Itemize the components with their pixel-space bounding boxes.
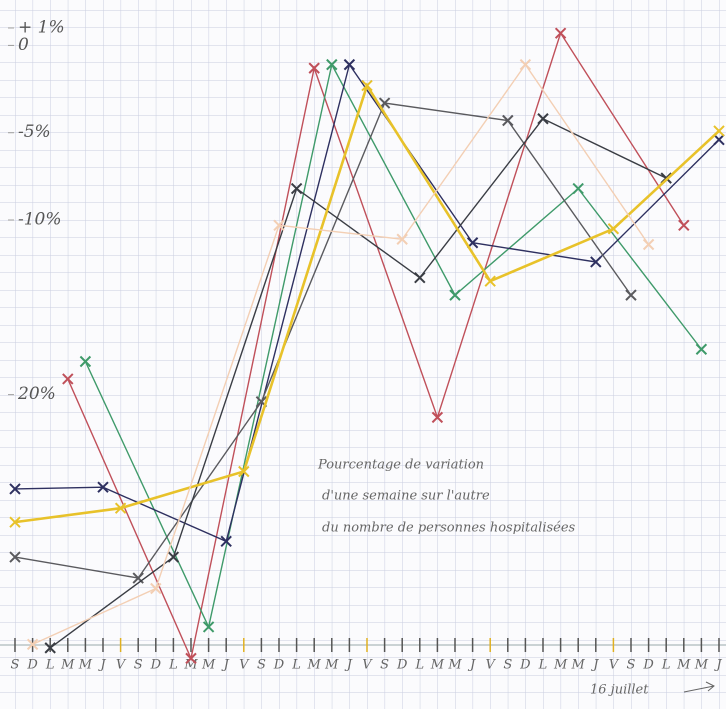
x-tick-label: M bbox=[676, 658, 691, 673]
x-tick-label: J bbox=[97, 658, 106, 673]
annotation: Pourcentage de variation d'une semaine s… bbox=[317, 458, 715, 698]
point-marker bbox=[607, 223, 620, 235]
point-marker bbox=[290, 182, 303, 195]
point-marker bbox=[343, 58, 356, 71]
y-tick-label: + 1% bbox=[18, 17, 65, 37]
x-tick-label: L bbox=[661, 658, 671, 673]
x-tick-label: J bbox=[590, 658, 599, 673]
series-line bbox=[67, 31, 685, 661]
annotation-line: du nombre de personnes hospitalisées bbox=[322, 521, 576, 536]
x-tick-label: M bbox=[60, 658, 75, 673]
point-marker bbox=[625, 289, 637, 301]
point-marker bbox=[326, 58, 338, 71]
x-tick-label: J bbox=[713, 658, 722, 673]
point-marker bbox=[519, 58, 532, 71]
x-tick-label: J bbox=[467, 658, 476, 673]
x-tick-label: V bbox=[116, 658, 127, 673]
point-marker bbox=[62, 373, 74, 385]
x-tick-label: M bbox=[430, 658, 445, 673]
point-marker bbox=[431, 411, 444, 424]
point-marker bbox=[9, 483, 21, 495]
point-marker bbox=[414, 271, 426, 284]
x-tick-label: D bbox=[396, 658, 408, 673]
point-marker bbox=[150, 582, 162, 595]
x-tick-label: D bbox=[273, 658, 285, 673]
x-tick-label: M bbox=[201, 658, 216, 673]
annotation-line: d'une semaine sur l'autre bbox=[322, 489, 490, 504]
x-tick-label: J bbox=[344, 658, 353, 673]
series-line bbox=[32, 63, 650, 646]
x-tick-label: V bbox=[362, 658, 373, 673]
x-tick-label: D bbox=[150, 658, 162, 673]
x-tick-label: V bbox=[486, 658, 497, 673]
point-marker bbox=[572, 182, 584, 195]
point-marker bbox=[554, 27, 567, 39]
point-marker bbox=[537, 113, 549, 125]
point-marker bbox=[642, 238, 655, 251]
x-tick-label: L bbox=[291, 658, 301, 673]
x-tick-label: M bbox=[324, 658, 339, 673]
y-tick-label: -10% bbox=[18, 210, 62, 230]
y-tick-label: 20% bbox=[17, 384, 56, 404]
point-marker bbox=[26, 638, 39, 651]
x-tick-label: D bbox=[642, 658, 654, 673]
x-tick-label: D bbox=[519, 658, 531, 673]
series-line bbox=[84, 62, 702, 630]
point-marker bbox=[9, 551, 21, 563]
x-tick-label: S bbox=[380, 658, 389, 673]
x-tick-label: M bbox=[78, 658, 93, 673]
point-marker bbox=[713, 133, 725, 146]
point-marker bbox=[484, 275, 496, 287]
x-tick-label: L bbox=[538, 658, 548, 673]
y-tick-label: -5% bbox=[18, 122, 51, 142]
x-tick-label: J bbox=[221, 658, 230, 673]
point-marker bbox=[97, 481, 109, 493]
point-marker bbox=[238, 465, 250, 478]
point-marker bbox=[9, 516, 21, 528]
x-tick-label: M bbox=[694, 658, 709, 673]
x-tick-label: S bbox=[134, 658, 143, 673]
point-marker bbox=[167, 551, 180, 563]
x-tick-label: S bbox=[503, 658, 512, 673]
point-marker bbox=[79, 355, 92, 368]
y-tick-label: 0 bbox=[18, 35, 29, 55]
x-tick-label: S bbox=[257, 658, 266, 673]
point-marker bbox=[44, 642, 56, 654]
x-tick-label: S bbox=[627, 658, 636, 673]
x-tick-label: M bbox=[553, 658, 568, 673]
point-marker bbox=[308, 62, 320, 74]
point-marker bbox=[185, 652, 197, 665]
x-tick-label: M bbox=[307, 658, 322, 673]
point-marker bbox=[502, 114, 514, 127]
point-marker bbox=[590, 256, 602, 268]
point-marker bbox=[114, 502, 127, 514]
series-line bbox=[49, 117, 667, 649]
arrow bbox=[683, 681, 715, 693]
point-marker bbox=[713, 125, 725, 137]
date-note: 16 juillet bbox=[590, 683, 649, 698]
point-marker bbox=[678, 219, 690, 231]
point-marker bbox=[449, 289, 461, 301]
x-tick-label: V bbox=[239, 658, 250, 673]
x-tick-label: S bbox=[11, 658, 20, 673]
x-tick-label: D bbox=[26, 658, 38, 673]
x-tick-label: M bbox=[571, 658, 586, 673]
point-marker bbox=[220, 535, 232, 548]
x-tick-label: L bbox=[45, 658, 55, 673]
point-marker bbox=[202, 621, 215, 633]
x-tick-label: L bbox=[168, 658, 178, 673]
point-marker bbox=[396, 233, 408, 245]
point-marker bbox=[695, 343, 708, 355]
series-line bbox=[14, 102, 632, 579]
x-tick-label: L bbox=[414, 658, 424, 673]
annotation-line: Pourcentage de variation bbox=[317, 458, 484, 473]
point-marker bbox=[361, 79, 373, 92]
x-tick-label: M bbox=[447, 658, 462, 673]
x-tick-label: V bbox=[609, 658, 620, 673]
point-marker bbox=[273, 219, 285, 231]
